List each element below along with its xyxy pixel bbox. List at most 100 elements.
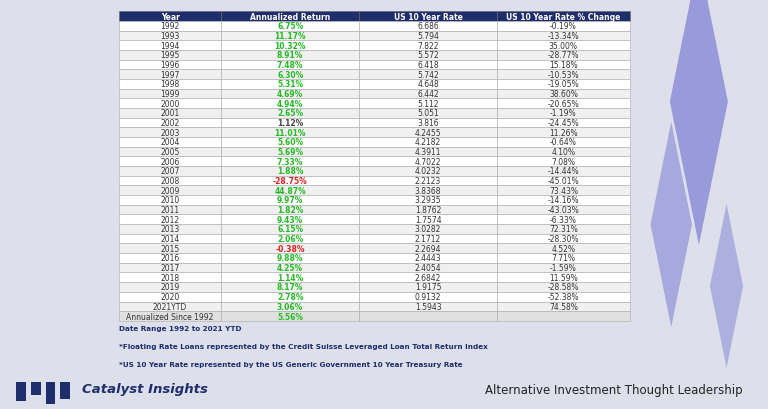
Bar [119, 12, 221, 22]
Text: 2009: 2009 [161, 187, 180, 195]
Text: 2006: 2006 [161, 157, 180, 166]
Bar [16, 382, 26, 401]
Bar [119, 311, 221, 321]
Text: 4.648: 4.648 [417, 80, 439, 89]
Text: 0.9132: 0.9132 [415, 292, 442, 301]
Bar [497, 41, 630, 51]
Text: 5.112: 5.112 [417, 99, 439, 108]
Text: 4.0232: 4.0232 [415, 167, 442, 176]
Bar [119, 167, 221, 176]
Text: 3.06%: 3.06% [277, 302, 303, 311]
Bar [497, 90, 630, 99]
Bar [359, 119, 497, 128]
Text: 2016: 2016 [161, 254, 180, 263]
Bar [221, 80, 359, 90]
Text: -0.38%: -0.38% [276, 244, 305, 253]
Text: 1997: 1997 [161, 70, 180, 79]
Bar [31, 382, 41, 395]
Bar [221, 70, 359, 80]
Text: 8.17%: 8.17% [277, 283, 303, 292]
Text: 2.1712: 2.1712 [415, 234, 441, 243]
Bar [119, 244, 221, 254]
Text: Year: Year [161, 13, 180, 22]
Bar [359, 167, 497, 176]
Bar [359, 311, 497, 321]
Text: Date Range 1992 to 2021 YTD: Date Range 1992 to 2021 YTD [119, 326, 242, 331]
Text: -45.01%: -45.01% [548, 177, 579, 186]
Bar [119, 234, 221, 244]
Bar [359, 176, 497, 186]
Bar [497, 176, 630, 186]
Bar [221, 31, 359, 41]
Bar [221, 51, 359, 61]
Bar [497, 292, 630, 302]
Bar [497, 167, 630, 176]
Text: 2011: 2011 [161, 206, 180, 215]
Text: 4.69%: 4.69% [277, 90, 303, 99]
Text: 1.7574: 1.7574 [415, 215, 442, 224]
Text: 4.2182: 4.2182 [415, 138, 441, 147]
Text: 5.794: 5.794 [417, 32, 439, 41]
Bar [221, 273, 359, 283]
Bar [221, 109, 359, 119]
Text: 1994: 1994 [161, 42, 180, 51]
Bar [359, 99, 497, 109]
Bar [497, 215, 630, 225]
Bar [359, 283, 497, 292]
Text: 5.31%: 5.31% [277, 80, 303, 89]
Text: -19.05%: -19.05% [548, 80, 579, 89]
Text: 9.88%: 9.88% [277, 254, 303, 263]
Text: 2.4054: 2.4054 [415, 263, 442, 272]
Bar [221, 244, 359, 254]
Bar [221, 157, 359, 167]
Text: 1993: 1993 [161, 32, 180, 41]
Text: 2.78%: 2.78% [277, 292, 303, 301]
Text: 2018: 2018 [161, 273, 180, 282]
Text: -10.53%: -10.53% [548, 70, 579, 79]
Bar [497, 311, 630, 321]
Text: 1.88%: 1.88% [277, 167, 303, 176]
Text: 1996: 1996 [161, 61, 180, 70]
Text: 6.418: 6.418 [417, 61, 439, 70]
Text: -6.33%: -6.33% [550, 215, 577, 224]
Text: -43.03%: -43.03% [548, 206, 579, 215]
Text: 1.8762: 1.8762 [415, 206, 441, 215]
Bar [119, 283, 221, 292]
Text: 2.2694: 2.2694 [415, 244, 442, 253]
Bar [119, 109, 221, 119]
Bar [359, 225, 497, 234]
Bar [221, 263, 359, 273]
Bar [119, 70, 221, 80]
Text: 3.2935: 3.2935 [415, 196, 442, 205]
Bar [497, 273, 630, 283]
Bar [497, 302, 630, 311]
Text: 15.18%: 15.18% [549, 61, 578, 70]
Bar [221, 147, 359, 157]
Text: 11.01%: 11.01% [274, 128, 306, 137]
Bar [497, 70, 630, 80]
Bar [359, 22, 497, 31]
Text: 1999: 1999 [161, 90, 180, 99]
Bar [221, 176, 359, 186]
Bar [221, 234, 359, 244]
Bar [359, 186, 497, 196]
Text: 2010: 2010 [161, 196, 180, 205]
Bar [359, 196, 497, 205]
Bar [119, 263, 221, 273]
Bar [359, 12, 497, 22]
Bar [497, 22, 630, 31]
Text: 2001: 2001 [161, 109, 180, 118]
Bar [119, 186, 221, 196]
Text: 2005: 2005 [161, 148, 180, 157]
Text: 2021YTD: 2021YTD [153, 302, 187, 311]
Text: *US 10 Year Rate represented by the US Generic Government 10 Year Treasury Rate: *US 10 Year Rate represented by the US G… [119, 361, 462, 367]
Text: 1995: 1995 [161, 51, 180, 60]
Bar [497, 254, 630, 263]
Text: 11.26%: 11.26% [549, 128, 578, 137]
Bar [221, 196, 359, 205]
Bar [221, 225, 359, 234]
Text: 44.87%: 44.87% [274, 187, 306, 195]
Bar [497, 157, 630, 167]
Bar [119, 176, 221, 186]
Text: Catalyst Insights: Catalyst Insights [82, 382, 208, 396]
